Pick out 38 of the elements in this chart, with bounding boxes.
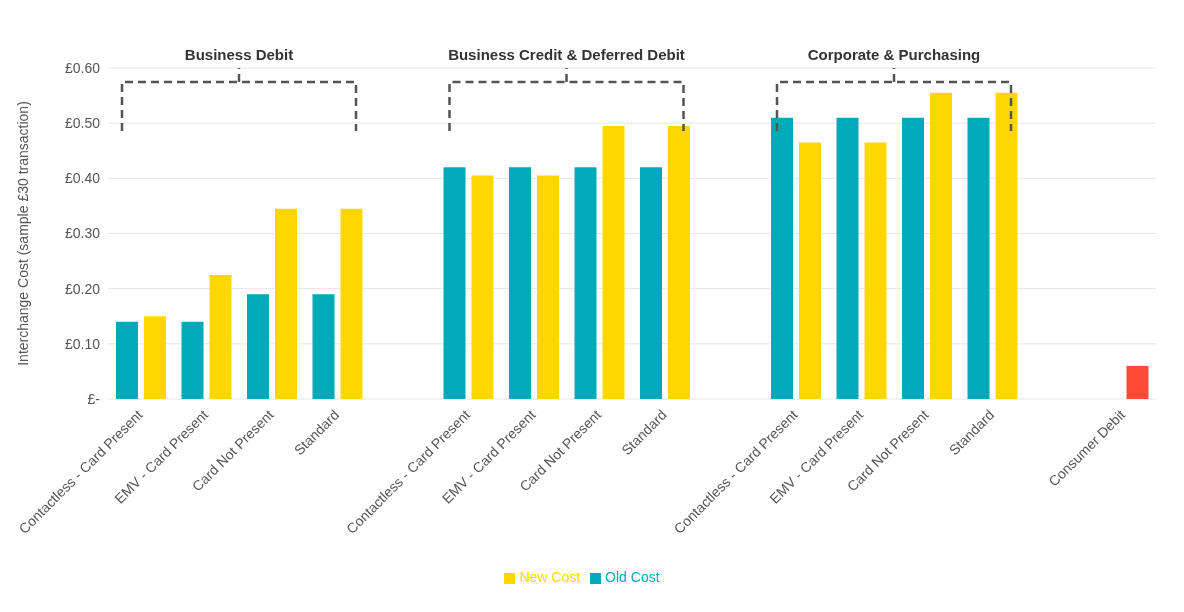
bar — [640, 167, 662, 399]
bar — [275, 208, 297, 399]
bar — [836, 117, 859, 399]
legend-label: Old Cost — [605, 569, 660, 585]
bar — [144, 316, 166, 399]
y-tick-label: £0.10 — [64, 335, 101, 352]
bar — [340, 208, 363, 399]
bar — [471, 175, 494, 399]
bar — [930, 92, 952, 399]
bar — [116, 321, 138, 399]
bar — [509, 167, 531, 399]
bar — [312, 294, 335, 399]
text: Business Debit — [184, 45, 294, 63]
bar — [668, 125, 690, 399]
bar — [902, 117, 924, 399]
bar — [574, 167, 597, 399]
legend-label: New Cost — [519, 569, 581, 585]
y-tick-label: £0.40 — [64, 170, 101, 187]
bar — [443, 167, 466, 399]
text: Business Credit & Deferred Debit — [448, 45, 685, 63]
y-axis-title: Interchange Cost (sample £30 transaction) — [14, 101, 31, 366]
bar — [602, 125, 625, 399]
y-tick-label: £0.30 — [64, 225, 101, 242]
bar — [967, 117, 990, 399]
bar — [247, 294, 269, 399]
bar — [799, 142, 821, 399]
y-tick-label: £0.50 — [64, 115, 101, 132]
bar — [537, 175, 559, 399]
y-tick-label: £0.60 — [64, 59, 101, 76]
text: Corporate & Purchasing — [807, 45, 981, 63]
y-tick-label: £0.20 — [64, 280, 101, 297]
bar — [209, 274, 232, 399]
bar — [995, 92, 1018, 399]
bar — [771, 117, 793, 399]
bar — [1126, 365, 1149, 399]
bar — [181, 321, 204, 399]
bar — [864, 142, 887, 399]
y-tick-label: £- — [87, 390, 101, 407]
